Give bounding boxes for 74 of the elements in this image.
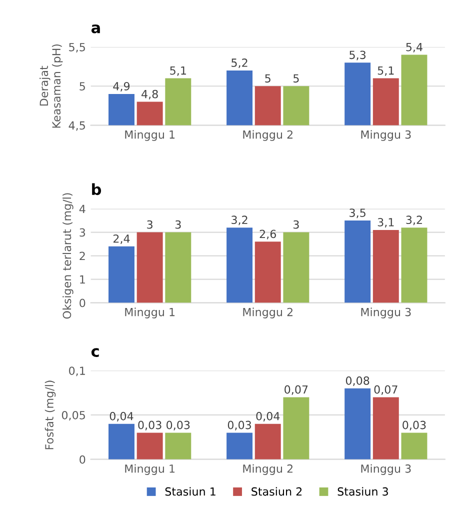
bar [165, 432, 192, 460]
data-label: 3,2 [406, 216, 422, 226]
y-tick-label: 3 [80, 228, 86, 237]
x-tick-label: Minggu 2 [243, 308, 292, 318]
x-tick-label: Minggu 3 [361, 308, 411, 318]
bar [108, 246, 134, 303]
legend-label: Stasiun 3 [338, 487, 388, 496]
legend-label: Stasiun 1 [165, 487, 216, 496]
data-label: 0,07 [284, 385, 308, 395]
bar [344, 388, 371, 460]
x-tick-label: Minggu 3 [361, 464, 411, 475]
y-tick-label: 1 [80, 275, 85, 284]
y-tick-label: 4,5 [68, 121, 85, 131]
data-label: 3,1 [378, 218, 394, 228]
data-label: 0,04 [110, 412, 134, 422]
x-tick-label: Minggu 1 [125, 130, 175, 141]
data-label: 3 [175, 220, 181, 229]
data-label: 5,3 [350, 50, 366, 60]
y-tick-label: 0,1 [69, 366, 85, 376]
data-label: 2,4 [113, 234, 130, 244]
bar [283, 397, 310, 460]
bar [283, 232, 310, 303]
data-label: 3,5 [350, 208, 366, 218]
y-tick-label: 2 [80, 252, 85, 260]
data-label: 5,1 [170, 66, 186, 76]
data-label: 5,4 [406, 43, 422, 52]
chart-title: a [91, 24, 100, 34]
y-tick-label: 0,05 [62, 410, 85, 421]
x-tick-label: Minggu 2 [243, 130, 292, 141]
bar [136, 432, 163, 460]
data-label: 0,08 [346, 376, 370, 386]
bar [401, 228, 428, 303]
data-label: 0,03 [166, 420, 190, 430]
bar [344, 220, 371, 303]
data-label: 0,03 [228, 420, 252, 430]
bar [401, 432, 428, 460]
x-tick-label: Minggu 1 [125, 308, 175, 318]
x-tick-label: Minggu 1 [125, 464, 175, 475]
y-tick-label: 0 [80, 298, 86, 308]
y-tick-label: 4 [79, 204, 86, 214]
bar [226, 228, 253, 303]
x-tick-label: Minggu 3 [361, 130, 411, 141]
bar [226, 432, 253, 460]
data-label: 5,1 [378, 66, 394, 76]
bar [136, 232, 163, 303]
y-axis-title: Derajat Keasaman (pH) [40, 44, 63, 128]
y-axis-title: Oksigen terlarut (mg/l) [62, 193, 74, 319]
bar [372, 230, 399, 303]
x-tick-label: Minggu 2 [243, 464, 292, 475]
data-label: 3 [294, 220, 299, 229]
bar [108, 424, 134, 460]
data-label: 0,03 [402, 420, 426, 430]
y-axis-title: Fosfat (mg/l) [44, 380, 56, 450]
y-tick-label: 5,5 [69, 43, 85, 52]
y-tick-label: 0 [80, 455, 86, 464]
data-label: 0,04 [256, 412, 280, 422]
bar [254, 242, 281, 303]
legend-label: Stasiun 2 [252, 487, 302, 496]
chart-title: b [92, 183, 102, 196]
bar [372, 397, 399, 460]
data-label: 0,07 [374, 385, 398, 395]
data-label: 0,03 [138, 420, 162, 430]
bar [165, 232, 192, 303]
chart-title: c [91, 348, 99, 357]
data-label: 5,2 [232, 58, 248, 68]
data-label: 3,2 [232, 216, 248, 226]
data-label: 4,8 [142, 90, 158, 100]
bar [254, 424, 281, 460]
data-label: 3 [147, 220, 152, 229]
y-tick-label: 5 [80, 82, 85, 91]
data-label: 5 [265, 74, 270, 83]
data-label: 4,9 [113, 82, 130, 92]
data-label: 5 [294, 74, 299, 83]
data-label: 2,6 [260, 230, 276, 240]
